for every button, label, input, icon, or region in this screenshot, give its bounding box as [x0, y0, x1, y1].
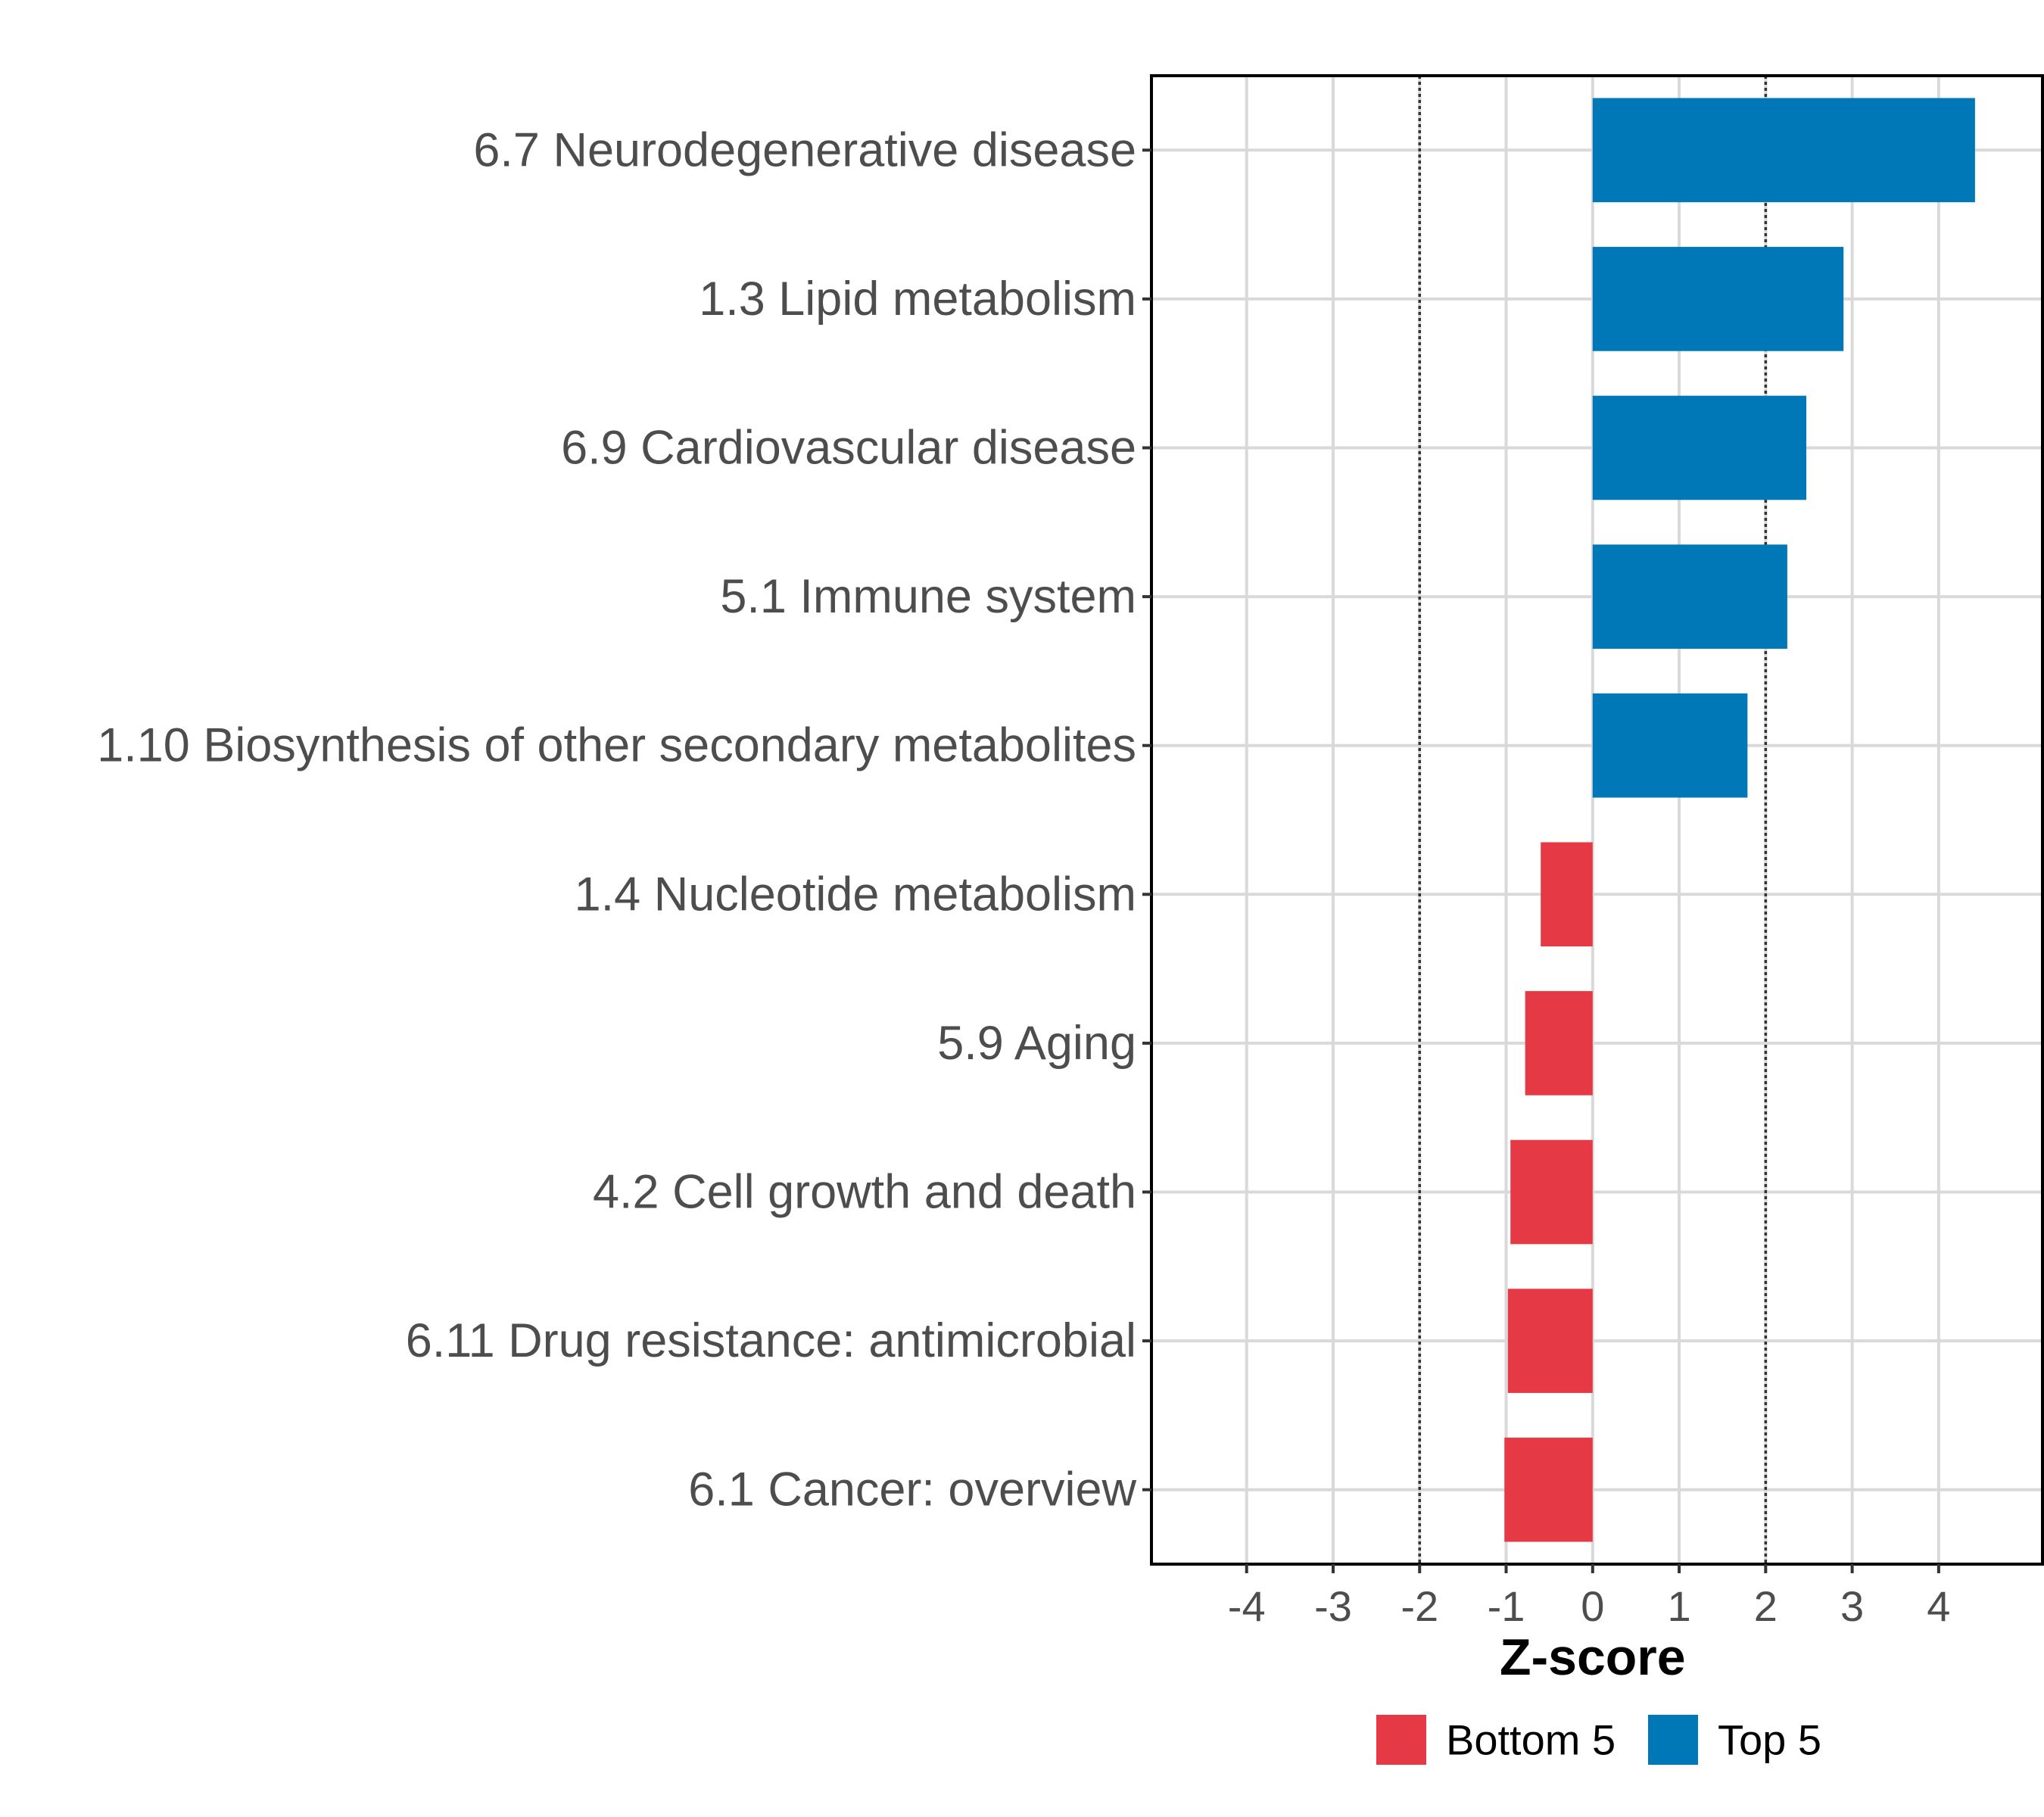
x-tick-label: -2: [1401, 1582, 1438, 1630]
bar: [1541, 842, 1593, 947]
legend-label: Top 5: [1718, 1716, 1821, 1764]
x-tick-label: 2: [1754, 1582, 1778, 1630]
x-tick-label: -3: [1314, 1582, 1352, 1630]
y-tick-label: 1.10 Biosynthesis of other secondary met…: [97, 719, 1136, 772]
x-tick-label: 3: [1840, 1582, 1864, 1630]
y-tick-label: 6.9 Cardiovascular disease: [561, 422, 1136, 475]
y-tick-label: 6.11 Drug resistance: antimicrobial: [406, 1314, 1136, 1367]
x-tick-label: 0: [1581, 1582, 1604, 1630]
x-axis-title: Z-score: [1500, 1628, 1686, 1686]
bars: [1504, 98, 1975, 1542]
x-tick-label: 1: [1667, 1582, 1690, 1630]
y-tick-label: 1.4 Nucleotide metabolism: [575, 868, 1136, 921]
y-tick-label: 5.9 Aging: [937, 1017, 1136, 1070]
x-tick-label: 4: [1927, 1582, 1950, 1630]
bar: [1592, 693, 1748, 798]
bar: [1525, 991, 1593, 1095]
plot-panel-border: [1150, 74, 2044, 1566]
y-axis: 6.7 Neurodegenerative disease 1.3 Lipid m…: [97, 123, 1151, 1516]
legend-swatch: [1648, 1715, 1698, 1765]
bar: [1510, 1139, 1593, 1245]
bar: [1592, 395, 1807, 500]
bar: [1504, 1437, 1593, 1542]
y-tick-label: 6.1 Cancer: overview: [688, 1463, 1136, 1516]
y-tick-label: 1.3 Lipid metabolism: [699, 273, 1136, 326]
legend-label: Bottom 5: [1446, 1716, 1616, 1764]
legend-swatch: [1376, 1715, 1426, 1765]
y-tick-label: 6.7 Neurodegenerative disease: [473, 123, 1136, 176]
y-tick-label: 5.1 Immune system: [720, 570, 1136, 623]
bar: [1592, 247, 1844, 351]
legend: Bottom 5 Top 5: [1376, 1715, 1821, 1765]
bar: [1507, 1289, 1593, 1393]
x-tick-label: -4: [1228, 1582, 1266, 1630]
x-axis: -4 -3 -2 -1 0 1 2 3 4: [1228, 1564, 1950, 1630]
bar: [1592, 544, 1787, 649]
y-tick-label: 4.2 Cell growth and death: [593, 1166, 1136, 1219]
x-tick-label: -1: [1488, 1582, 1525, 1630]
bar: [1592, 98, 1975, 203]
